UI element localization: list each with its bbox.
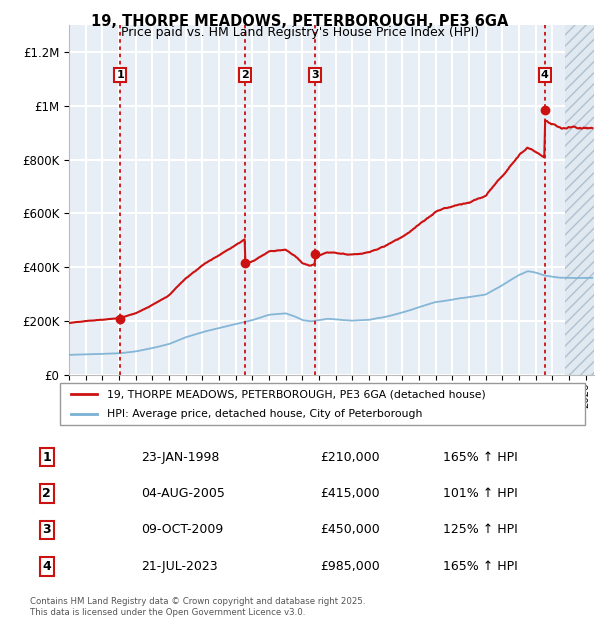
FancyBboxPatch shape (60, 383, 585, 425)
Text: 2: 2 (43, 487, 51, 500)
Text: 1: 1 (43, 451, 51, 464)
Text: 4: 4 (43, 560, 51, 573)
Text: HPI: Average price, detached house, City of Peterborough: HPI: Average price, detached house, City… (107, 409, 422, 419)
Text: 19, THORPE MEADOWS, PETERBOROUGH, PE3 6GA (detached house): 19, THORPE MEADOWS, PETERBOROUGH, PE3 6G… (107, 389, 486, 399)
Text: £415,000: £415,000 (320, 487, 380, 500)
Text: 2: 2 (241, 69, 249, 79)
Text: 3: 3 (43, 523, 51, 536)
Bar (565, 25, 599, 375)
Text: 4: 4 (541, 69, 548, 79)
Text: 21-JUL-2023: 21-JUL-2023 (142, 560, 218, 573)
Text: 125% ↑ HPI: 125% ↑ HPI (443, 523, 518, 536)
Text: 04-AUG-2005: 04-AUG-2005 (142, 487, 226, 500)
Text: 165% ↑ HPI: 165% ↑ HPI (443, 560, 518, 573)
Text: 165% ↑ HPI: 165% ↑ HPI (443, 451, 518, 464)
Text: 09-OCT-2009: 09-OCT-2009 (142, 523, 224, 536)
Text: 23-JAN-1998: 23-JAN-1998 (142, 451, 220, 464)
Text: Price paid vs. HM Land Registry's House Price Index (HPI): Price paid vs. HM Land Registry's House … (121, 26, 479, 39)
Text: £985,000: £985,000 (320, 560, 380, 573)
Text: Contains HM Land Registry data © Crown copyright and database right 2025.
This d: Contains HM Land Registry data © Crown c… (30, 598, 365, 617)
Bar (565, 25, 599, 375)
Text: £210,000: £210,000 (320, 451, 380, 464)
Text: 19, THORPE MEADOWS, PETERBOROUGH, PE3 6GA: 19, THORPE MEADOWS, PETERBOROUGH, PE3 6G… (91, 14, 509, 29)
Text: 3: 3 (311, 69, 319, 79)
Text: 101% ↑ HPI: 101% ↑ HPI (443, 487, 518, 500)
Text: £450,000: £450,000 (320, 523, 380, 536)
Text: 1: 1 (116, 69, 124, 79)
